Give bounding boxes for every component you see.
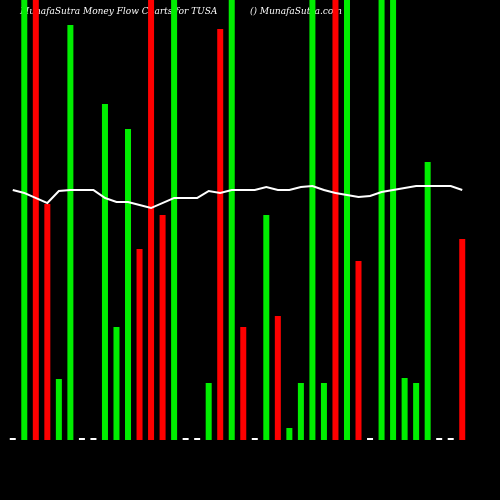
bar	[228, 0, 235, 440]
bar	[355, 261, 362, 440]
bar	[320, 383, 327, 440]
money-flow-line	[12, 184, 463, 210]
bar	[217, 29, 224, 440]
bar	[367, 438, 374, 440]
bar	[424, 162, 431, 440]
bar	[182, 438, 189, 440]
chart-title: MunafaSutra Money Flow Charts for TUSA	[19, 7, 218, 17]
bar	[378, 0, 385, 440]
bar	[343, 0, 350, 440]
bar	[436, 438, 443, 440]
bar	[390, 0, 397, 440]
bar	[55, 379, 62, 440]
bar	[447, 438, 454, 440]
bar	[459, 239, 466, 440]
bar	[21, 0, 28, 440]
bar	[78, 438, 85, 440]
bar	[194, 438, 201, 440]
bar	[263, 215, 270, 440]
bar	[9, 438, 16, 440]
bar	[297, 383, 304, 440]
bar	[125, 129, 132, 440]
bar	[332, 0, 339, 440]
bar	[113, 327, 120, 440]
bar	[205, 383, 212, 440]
bar	[44, 204, 51, 440]
bar	[401, 378, 408, 440]
bar	[240, 327, 247, 440]
bar	[159, 215, 166, 440]
bar	[309, 0, 316, 440]
bar	[101, 104, 108, 440]
bar	[90, 438, 97, 440]
bar	[251, 438, 258, 440]
bar	[171, 0, 178, 440]
bar	[274, 316, 281, 440]
bar	[67, 25, 74, 440]
bar	[413, 383, 420, 440]
chart-subtitle: () MunafaSutra.com	[250, 6, 342, 17]
bar	[32, 0, 39, 440]
bar	[148, 0, 155, 440]
bar	[136, 249, 143, 440]
bar	[286, 428, 293, 440]
